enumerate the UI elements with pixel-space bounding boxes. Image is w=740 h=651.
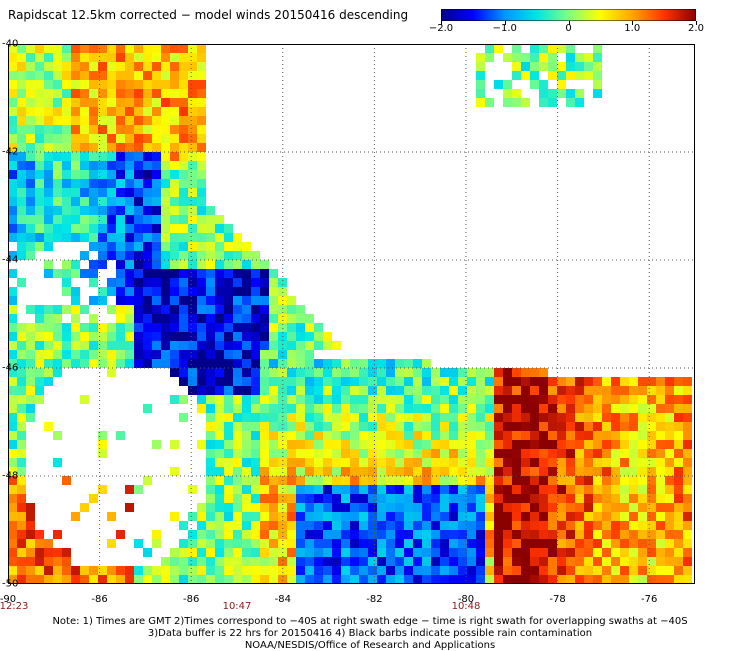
colorbar-tick-label: −1.0 (492, 23, 517, 34)
swath-time-label: 10:47 (222, 601, 252, 612)
lon-tick-label: -90 (0, 594, 17, 605)
lon-tick-label: -86 (183, 594, 200, 605)
lon-tick-label: -76 (641, 594, 658, 605)
colorbar-tick-label: 0 (565, 23, 572, 34)
map-frame (8, 44, 695, 584)
colorbar-tick-mark (568, 21, 570, 25)
colorbar-tick-label: 1.0 (624, 23, 641, 34)
lat-tick-label: -40 (2, 38, 19, 50)
map-title: Rapidscat 12.5km corrected − model winds… (8, 8, 409, 22)
colorbar-tick-label: −2.0 (428, 23, 454, 34)
wind-difference-map (8, 44, 695, 584)
colorbar-tick-mark (632, 21, 634, 25)
lat-tick-label: -48 (2, 470, 19, 482)
colorbar-tick-mark (696, 21, 697, 25)
colorbar-tick-mark (441, 21, 442, 25)
lon-tick-label: -80 (457, 594, 475, 605)
lon-tick-label: -78 (549, 594, 566, 605)
footnote-line-3: NOAA/NESDIS/Office of Research and Appli… (244, 640, 496, 651)
footnote-line-1: Note: 1) Times are GMT 2)Times correspon… (52, 616, 688, 627)
lon-tick-label: -82 (366, 594, 383, 605)
lat-tick-label: -46 (2, 362, 19, 374)
lat-tick-label: -42 (2, 146, 19, 158)
lat-tick-label: -44 (2, 254, 19, 266)
footnote-line-2: 3)Data buffer is 22 hrs for 20150416 4) … (147, 628, 593, 639)
lon-tick-label: -86 (91, 594, 108, 605)
swath-time-label: 12:23 (0, 601, 29, 612)
lon-tick-label: -84 (274, 594, 291, 605)
colorbar-tick-label: 2.0 (688, 23, 704, 34)
swath-time-label: 10:48 (451, 601, 481, 612)
colorbar (441, 9, 696, 21)
colorbar-tick-mark (504, 21, 506, 25)
lat-tick-label: -50 (2, 578, 19, 590)
wind-difference-cells (8, 44, 692, 584)
